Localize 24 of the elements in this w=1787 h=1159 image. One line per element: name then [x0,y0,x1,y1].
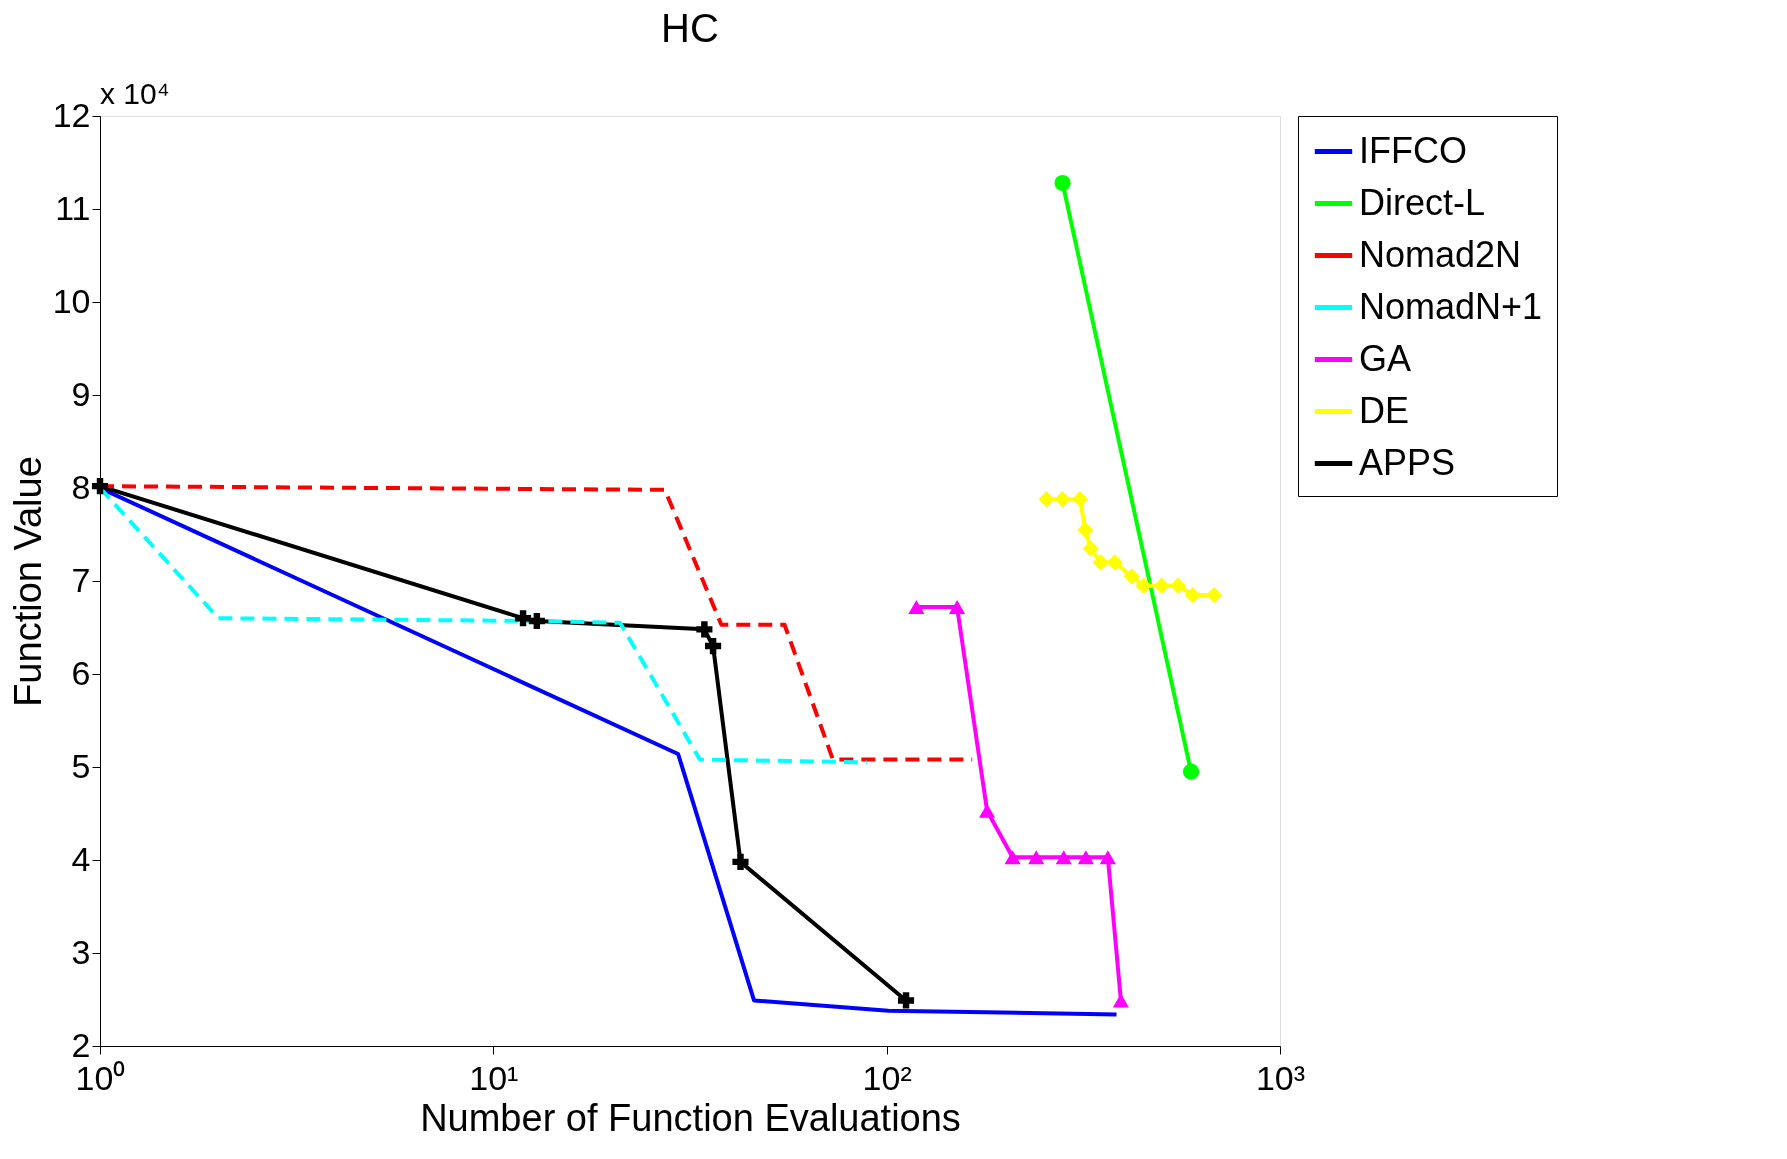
chart-title: HC [661,6,719,50]
legend-label: NomadN+1 [1359,285,1543,327]
legend-label: Nomad2N [1359,233,1522,275]
y-tick-label: 6 [71,653,91,692]
y-tick-label: 3 [71,932,91,971]
legend-label: IFFCO [1359,129,1467,171]
x-tick-label: 10² [862,1058,912,1097]
y-axis-title: Function Value [6,456,49,707]
x-axis-title: Number of Function Evaluations [420,1096,961,1139]
x-tick-label: 10³ [1255,1058,1306,1097]
y-tick-label: 5 [71,746,91,785]
y-tick-label: 9 [71,374,91,413]
y-tick-label: 7 [71,560,91,599]
y-tick-label: 11 [55,188,91,227]
x-tick-label: 10¹ [469,1058,519,1097]
y-tick-label: 8 [71,467,91,506]
legend-label: APPS [1359,441,1456,483]
text: x 10⁴ [100,77,170,110]
y-tick-label: 4 [71,839,91,878]
y-tick-label: 12 [52,95,91,134]
y-tick-label: 10 [52,281,91,320]
legend-label: DE [1359,389,1410,431]
legend-label: GA [1359,337,1412,379]
legend-label: Direct-L [1359,181,1486,223]
